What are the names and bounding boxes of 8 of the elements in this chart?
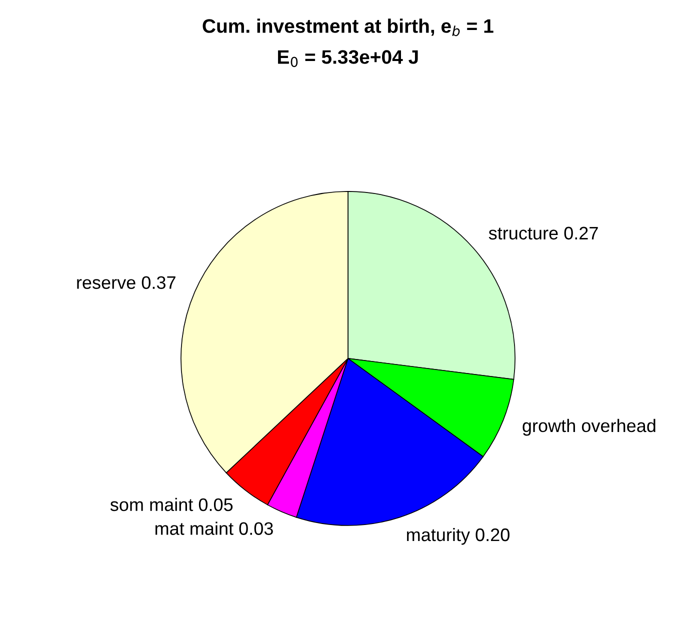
chart-title: Cum. investment at birth, e$_{b}$ = 1 <box>202 18 494 36</box>
slice-label: growth overhead <box>522 418 656 436</box>
slice-label: maturity 0.20 <box>407 528 510 545</box>
chart-subtitle: E$_{0}$ = 5.33e+04 J <box>278 50 418 68</box>
slice-label: som maint 0.05 <box>110 498 233 512</box>
slice-label: reserve 0.37 <box>77 276 176 289</box>
slice-label: structure 0.27 <box>488 226 598 240</box>
slice-label: mat maint 0.03 <box>155 522 273 535</box>
